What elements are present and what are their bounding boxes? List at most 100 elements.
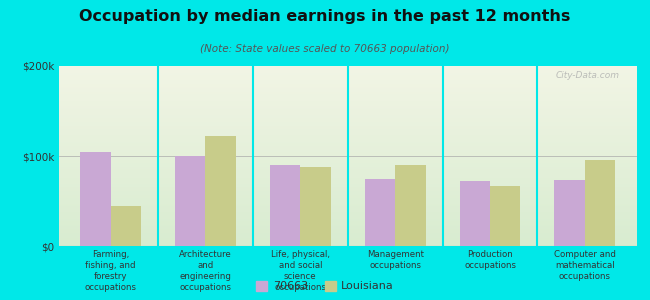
- Bar: [365, 178, 395, 246]
- Bar: [58, 175, 637, 176]
- Bar: [58, 136, 637, 137]
- Bar: [58, 149, 637, 150]
- Legend: 70663, Louisiana: 70663, Louisiana: [256, 281, 394, 291]
- Bar: [58, 224, 637, 225]
- Bar: [58, 94, 637, 95]
- Bar: [58, 127, 637, 128]
- Bar: [81, 152, 110, 246]
- Bar: [58, 206, 637, 207]
- Bar: [58, 148, 637, 149]
- Bar: [58, 212, 637, 213]
- Bar: [58, 177, 637, 178]
- Bar: [111, 206, 141, 246]
- Bar: [58, 123, 637, 124]
- Bar: [58, 238, 637, 239]
- Bar: [58, 220, 637, 221]
- Bar: [58, 73, 637, 74]
- Bar: [58, 82, 637, 83]
- Bar: [58, 147, 637, 148]
- Bar: [58, 204, 637, 205]
- Bar: [58, 152, 637, 153]
- Bar: [58, 88, 637, 89]
- Bar: [58, 81, 637, 82]
- Bar: [58, 75, 637, 76]
- Bar: [58, 196, 637, 197]
- Bar: [58, 114, 637, 115]
- Bar: [395, 165, 426, 246]
- Bar: [58, 92, 637, 93]
- Bar: [58, 243, 637, 244]
- Bar: [58, 184, 637, 185]
- Bar: [58, 80, 637, 81]
- Bar: [58, 221, 637, 222]
- Bar: [58, 129, 637, 130]
- Bar: [58, 160, 637, 161]
- Bar: [58, 219, 637, 220]
- Bar: [460, 181, 490, 246]
- Bar: [58, 169, 637, 170]
- Bar: [58, 111, 637, 112]
- Bar: [58, 168, 637, 169]
- Bar: [58, 150, 637, 151]
- Bar: [58, 210, 637, 211]
- Bar: [58, 66, 637, 67]
- Bar: [58, 160, 637, 161]
- Bar: [58, 195, 637, 196]
- Bar: [58, 101, 637, 102]
- Bar: [300, 167, 331, 246]
- Bar: [58, 233, 637, 234]
- Bar: [58, 86, 637, 87]
- Bar: [58, 139, 637, 140]
- Bar: [58, 158, 637, 159]
- Bar: [58, 84, 637, 85]
- Bar: [58, 112, 637, 113]
- Bar: [58, 186, 637, 187]
- Bar: [58, 79, 637, 80]
- Bar: [58, 161, 637, 162]
- Bar: [58, 141, 637, 142]
- Bar: [58, 143, 637, 144]
- Bar: [58, 134, 637, 135]
- Bar: [58, 202, 637, 203]
- Bar: [585, 160, 615, 246]
- Bar: [58, 208, 637, 209]
- Bar: [58, 71, 637, 72]
- Bar: [58, 197, 637, 198]
- Bar: [58, 128, 637, 129]
- Bar: [58, 118, 637, 119]
- Bar: [205, 136, 236, 246]
- Bar: [58, 120, 637, 121]
- Bar: [58, 135, 637, 136]
- Bar: [58, 179, 637, 180]
- Bar: [58, 172, 637, 173]
- Bar: [58, 154, 637, 155]
- Text: (Note: State values scaled to 70663 population): (Note: State values scaled to 70663 popu…: [200, 44, 450, 53]
- Bar: [58, 157, 637, 158]
- Bar: [490, 186, 521, 246]
- Bar: [58, 153, 637, 154]
- Bar: [58, 159, 637, 160]
- Bar: [58, 89, 637, 90]
- Bar: [58, 178, 637, 179]
- Bar: [58, 242, 637, 243]
- Bar: [58, 102, 637, 103]
- Bar: [58, 162, 637, 163]
- Bar: [58, 217, 637, 218]
- Bar: [58, 140, 637, 141]
- Bar: [58, 234, 637, 235]
- Bar: [58, 110, 637, 111]
- Bar: [58, 165, 637, 166]
- Bar: [58, 230, 637, 231]
- Bar: [58, 130, 637, 131]
- Bar: [58, 214, 637, 215]
- Bar: [58, 121, 637, 122]
- Bar: [58, 131, 637, 132]
- Bar: [58, 229, 637, 230]
- Bar: [58, 105, 637, 106]
- Bar: [58, 156, 637, 157]
- Bar: [270, 165, 300, 246]
- Bar: [58, 133, 637, 134]
- Bar: [58, 205, 637, 206]
- Bar: [58, 72, 637, 73]
- Bar: [58, 166, 637, 167]
